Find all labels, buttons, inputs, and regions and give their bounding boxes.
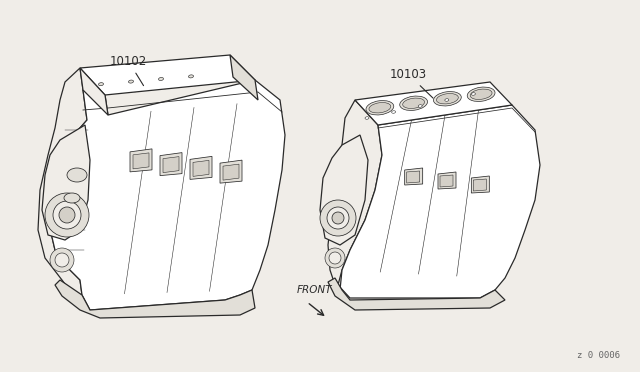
Ellipse shape [129, 80, 134, 83]
Polygon shape [404, 168, 422, 185]
Circle shape [59, 207, 75, 223]
Ellipse shape [99, 83, 104, 86]
Polygon shape [42, 125, 90, 240]
Polygon shape [320, 135, 368, 245]
Polygon shape [193, 160, 209, 176]
Ellipse shape [366, 100, 394, 115]
Polygon shape [440, 175, 453, 187]
Polygon shape [338, 105, 540, 298]
Text: z 0 0006: z 0 0006 [577, 351, 620, 360]
Polygon shape [438, 172, 456, 189]
Circle shape [329, 252, 341, 264]
Ellipse shape [392, 111, 396, 113]
Polygon shape [406, 171, 420, 183]
Text: FRONT: FRONT [297, 285, 333, 295]
Polygon shape [160, 153, 182, 176]
Ellipse shape [369, 103, 391, 113]
Ellipse shape [403, 98, 424, 108]
Ellipse shape [445, 99, 449, 101]
Circle shape [45, 193, 89, 237]
Ellipse shape [472, 93, 476, 95]
Circle shape [320, 200, 356, 236]
Circle shape [55, 253, 69, 267]
Circle shape [325, 248, 345, 268]
Text: 10102: 10102 [110, 55, 147, 86]
Circle shape [327, 207, 349, 229]
Ellipse shape [67, 168, 87, 182]
Polygon shape [38, 68, 87, 295]
Polygon shape [328, 278, 505, 310]
Circle shape [50, 248, 74, 272]
Ellipse shape [189, 75, 193, 78]
Polygon shape [474, 179, 486, 191]
Polygon shape [471, 176, 490, 193]
Ellipse shape [400, 96, 428, 110]
Circle shape [53, 201, 81, 229]
Ellipse shape [159, 77, 163, 80]
Polygon shape [163, 157, 179, 173]
Polygon shape [355, 82, 512, 125]
Ellipse shape [418, 105, 422, 107]
Polygon shape [55, 280, 255, 318]
Polygon shape [80, 68, 108, 115]
Polygon shape [220, 160, 242, 183]
Polygon shape [223, 164, 239, 180]
Circle shape [332, 212, 344, 224]
Ellipse shape [436, 94, 458, 104]
Polygon shape [190, 156, 212, 179]
Ellipse shape [64, 193, 80, 203]
Polygon shape [80, 55, 255, 95]
Ellipse shape [470, 89, 492, 99]
Polygon shape [230, 55, 258, 100]
Polygon shape [48, 80, 285, 310]
Ellipse shape [365, 117, 369, 119]
Text: 10103: 10103 [390, 68, 433, 98]
Ellipse shape [433, 92, 461, 106]
Polygon shape [130, 149, 152, 172]
Polygon shape [328, 100, 382, 290]
Ellipse shape [467, 87, 495, 102]
Polygon shape [133, 153, 149, 169]
